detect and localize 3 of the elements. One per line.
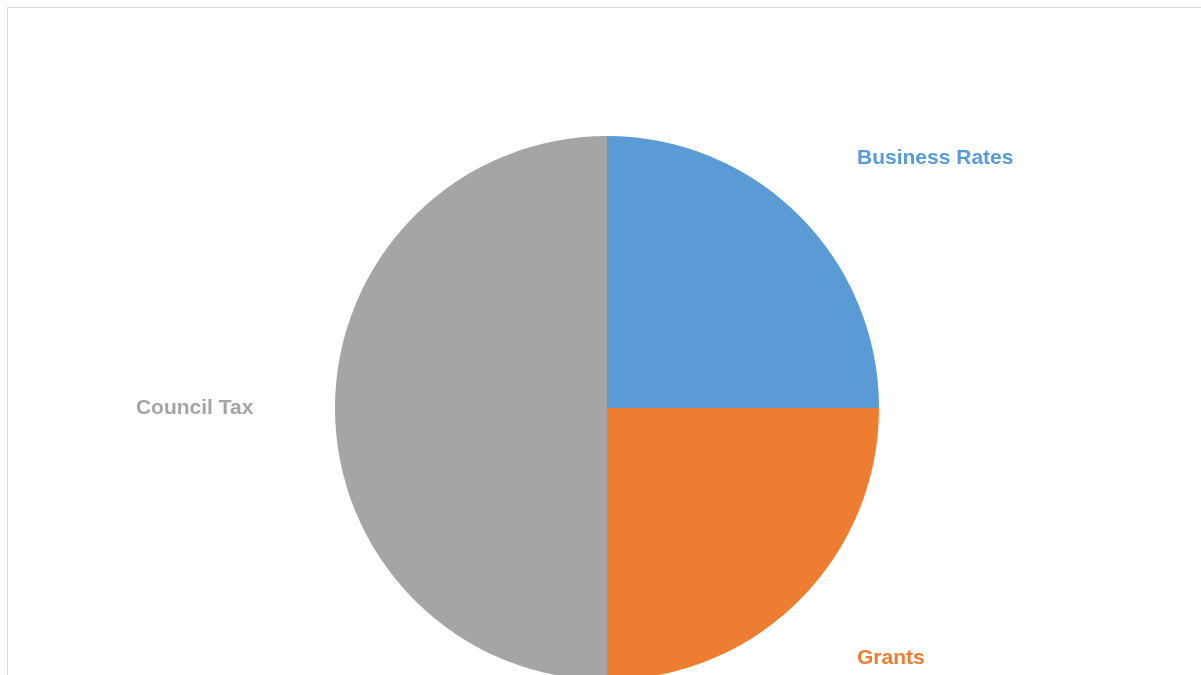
slice-label: Grants: [857, 644, 925, 668]
slice-label: Council Tax: [135, 394, 254, 418]
slice-label: Business Rates: [857, 144, 1014, 168]
